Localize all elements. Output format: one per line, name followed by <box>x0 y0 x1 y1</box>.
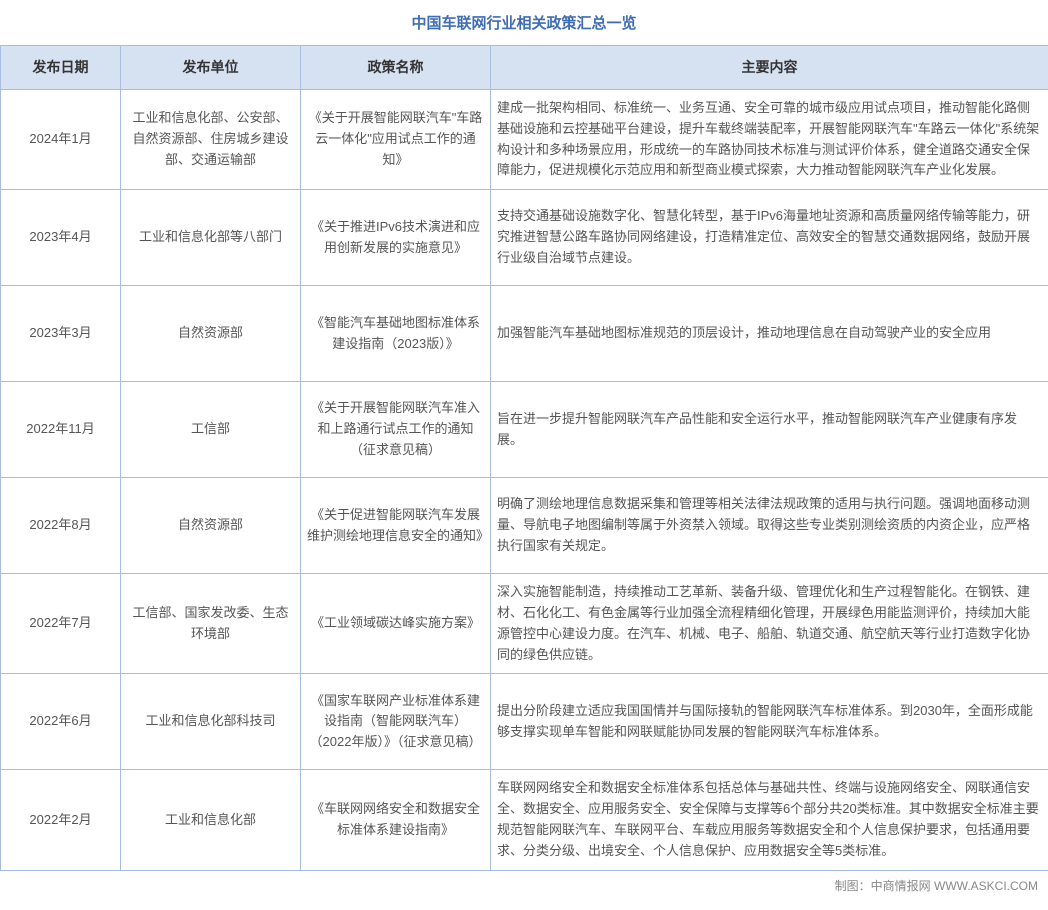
table-row: 2022年2月工业和信息化部《车联网网络安全和数据安全标准体系建设指南》车联网网… <box>1 770 1048 870</box>
col-header-content: 主要内容 <box>491 46 1048 90</box>
table-row: 2023年3月自然资源部《智能汽车基础地图标准体系建设指南（2023版）》加强智… <box>1 286 1048 382</box>
table-row: 2023年4月工业和信息化部等八部门《关于推进IPv6技术演进和应用创新发展的实… <box>1 190 1048 286</box>
policy-table: 发布日期 发布单位 政策名称 主要内容 2024年1月工业和信息化部、公安部、自… <box>0 45 1048 871</box>
cell-date: 2023年3月 <box>1 286 121 382</box>
table-row: 2022年6月工业和信息化部科技司《国家车联网产业标准体系建设指南（智能网联汽车… <box>1 674 1048 770</box>
cell-date: 2022年8月 <box>1 478 121 574</box>
cell-issuer: 工业和信息化部、公安部、自然资源部、住房城乡建设部、交通运输部 <box>121 90 301 190</box>
policy-table-container: 中国车联网行业相关政策汇总一览 发布日期 发布单位 政策名称 主要内容 2024… <box>0 0 1048 900</box>
cell-date: 2022年6月 <box>1 674 121 770</box>
cell-content: 明确了测绘地理信息数据采集和管理等相关法律法规政策的适用与执行问题。强调地面移动… <box>491 478 1048 574</box>
cell-issuer: 自然资源部 <box>121 286 301 382</box>
cell-date: 2022年2月 <box>1 770 121 870</box>
cell-name: 《关于开展智能网联汽车"车路云一体化"应用试点工作的通知》 <box>301 90 491 190</box>
page-title: 中国车联网行业相关政策汇总一览 <box>0 0 1048 45</box>
cell-content: 旨在进一步提升智能网联汽车产品性能和安全运行水平，推动智能网联汽车产业健康有序发… <box>491 382 1048 478</box>
table-row: 2024年1月工业和信息化部、公安部、自然资源部、住房城乡建设部、交通运输部《关… <box>1 90 1048 190</box>
cell-name: 《关于促进智能网联汽车发展维护测绘地理信息安全的通知》 <box>301 478 491 574</box>
cell-content: 深入实施智能制造，持续推动工艺革新、装备升级、管理优化和生产过程智能化。在钢铁、… <box>491 574 1048 674</box>
cell-name: 《智能汽车基础地图标准体系建设指南（2023版）》 <box>301 286 491 382</box>
table-row: 2022年8月自然资源部《关于促进智能网联汽车发展维护测绘地理信息安全的通知》明… <box>1 478 1048 574</box>
cell-issuer: 工信部、国家发改委、生态环境部 <box>121 574 301 674</box>
col-header-issuer: 发布单位 <box>121 46 301 90</box>
cell-name: 《关于推进IPv6技术演进和应用创新发展的实施意见》 <box>301 190 491 286</box>
cell-name: 《工业领域碳达峰实施方案》 <box>301 574 491 674</box>
col-header-name: 政策名称 <box>301 46 491 90</box>
cell-issuer: 工业和信息化部科技司 <box>121 674 301 770</box>
cell-date: 2023年4月 <box>1 190 121 286</box>
footer-credit: 制图：中商情报网 WWW.ASKCI.COM <box>0 871 1048 900</box>
cell-name: 《车联网网络安全和数据安全标准体系建设指南》 <box>301 770 491 870</box>
cell-content: 加强智能汽车基础地图标准规范的顶层设计，推动地理信息在自动驾驶产业的安全应用 <box>491 286 1048 382</box>
cell-content: 建成一批架构相同、标准统一、业务互通、安全可靠的城市级应用试点项目，推动智能化路… <box>491 90 1048 190</box>
cell-issuer: 工信部 <box>121 382 301 478</box>
table-row: 2022年7月工信部、国家发改委、生态环境部《工业领域碳达峰实施方案》深入实施智… <box>1 574 1048 674</box>
cell-content: 车联网网络安全和数据安全标准体系包括总体与基础共性、终端与设施网络安全、网联通信… <box>491 770 1048 870</box>
cell-issuer: 工业和信息化部等八部门 <box>121 190 301 286</box>
table-header-row: 发布日期 发布单位 政策名称 主要内容 <box>1 46 1048 90</box>
cell-date: 2024年1月 <box>1 90 121 190</box>
cell-issuer: 工业和信息化部 <box>121 770 301 870</box>
cell-content: 支持交通基础设施数字化、智慧化转型，基于IPv6海量地址资源和高质量网络传输等能… <box>491 190 1048 286</box>
cell-content: 提出分阶段建立适应我国国情并与国际接轨的智能网联汽车标准体系。到2030年，全面… <box>491 674 1048 770</box>
cell-name: 《关于开展智能网联汽车准入和上路通行试点工作的通知（征求意见稿） <box>301 382 491 478</box>
table-row: 2022年11月工信部《关于开展智能网联汽车准入和上路通行试点工作的通知（征求意… <box>1 382 1048 478</box>
cell-date: 2022年7月 <box>1 574 121 674</box>
col-header-date: 发布日期 <box>1 46 121 90</box>
cell-date: 2022年11月 <box>1 382 121 478</box>
cell-issuer: 自然资源部 <box>121 478 301 574</box>
cell-name: 《国家车联网产业标准体系建设指南（智能网联汽车）（2022年版）》（征求意见稿） <box>301 674 491 770</box>
